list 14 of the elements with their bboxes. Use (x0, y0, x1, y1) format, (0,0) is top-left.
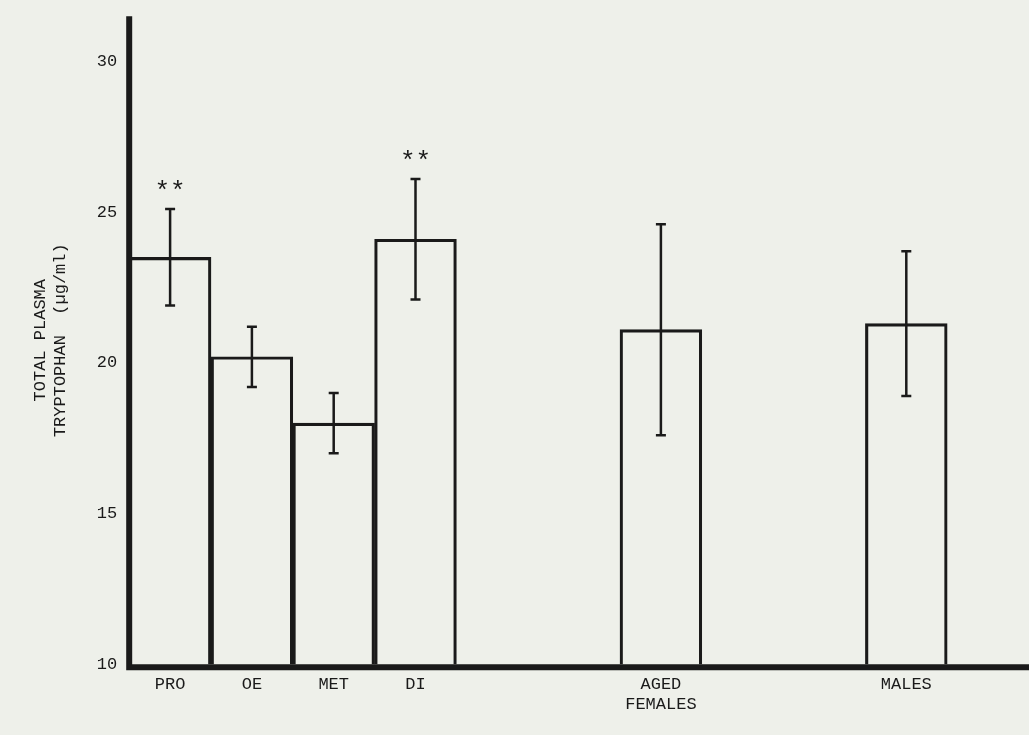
annotation: ** (399, 146, 432, 177)
x-tick-label: DI (405, 674, 426, 694)
x-tick-label: MET (318, 674, 350, 694)
x-tick-label: AGED FEMALES (625, 674, 697, 715)
x-tick-label: MALES (880, 674, 932, 694)
y-axis-title: TOTAL PLASMA TRYPTOPHAN (µg/ml) (30, 243, 71, 438)
y-tick-label: 10 (96, 654, 118, 674)
annotation: ** (154, 176, 186, 207)
y-tick-label: 30 (96, 51, 118, 71)
x-tick-label: OE (241, 674, 263, 694)
x-tick-label: PRO (154, 674, 186, 694)
y-tick-label: 25 (96, 202, 118, 222)
y-tick-label: 20 (96, 353, 118, 373)
y-tick-label: 15 (96, 504, 118, 523)
